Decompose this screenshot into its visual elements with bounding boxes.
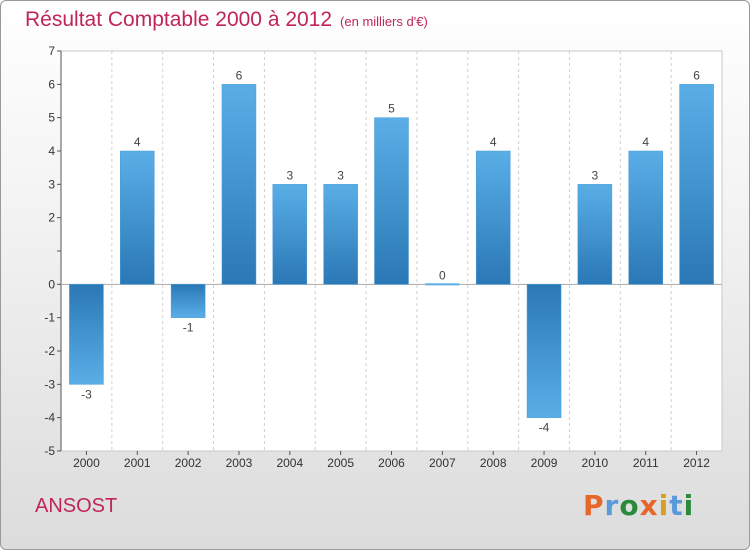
bar-value-label: 6 (236, 68, 243, 82)
x-tick-label: 2009 (531, 456, 558, 470)
chart-title: Résultat Comptable 2000 à 2012 (en millie… (25, 8, 428, 32)
logo-letter: o (619, 489, 640, 522)
y-tick-label: 7 (48, 44, 55, 58)
logo-letter: r (604, 489, 620, 522)
bar-value-label: 5 (388, 102, 395, 116)
bar (628, 150, 663, 285)
y-tick-label: -5 (44, 444, 55, 458)
bar-value-label: -3 (81, 387, 92, 401)
bar-value-label: 0 (439, 268, 446, 282)
y-tick-label: -1 (44, 311, 55, 325)
bar (425, 283, 460, 286)
bar (475, 150, 511, 285)
y-tick-label: 4 (48, 144, 55, 158)
bar-value-label: 6 (693, 68, 700, 82)
y-tick-label: 5 (48, 111, 55, 125)
logo-letter: t (669, 489, 684, 522)
bar (577, 184, 613, 285)
y-tick-label: -4 (44, 411, 55, 425)
x-tick-label: 2008 (480, 456, 507, 470)
bar (170, 284, 206, 318)
y-tick-label: -3 (44, 377, 55, 391)
bar-value-label: 3 (286, 168, 293, 182)
x-tick-label: 2000 (73, 456, 100, 470)
x-tick-label: 2003 (226, 456, 253, 470)
x-tick-label: 2001 (124, 456, 151, 470)
x-tick-label: 2012 (683, 456, 710, 470)
x-tick-label: 2006 (378, 456, 405, 470)
bar (323, 184, 358, 285)
bar (272, 184, 308, 285)
x-tick-label: 2002 (175, 456, 202, 470)
proxiti-logo: Proxiti (583, 489, 694, 522)
bar-value-label: 3 (337, 168, 344, 182)
logo-letter: x (639, 489, 659, 522)
bar-value-label: 4 (490, 135, 497, 149)
bar (120, 150, 155, 285)
bar (526, 284, 562, 418)
y-tick-label: -2 (44, 344, 55, 358)
y-tick-label: 6 (48, 77, 55, 91)
bar-value-label: 4 (134, 135, 141, 149)
y-tick-label: 2 (48, 211, 55, 225)
commune-name: ANSOST (35, 495, 118, 517)
chart-unit: (en milliers d'€) (340, 14, 428, 29)
bar (374, 117, 409, 285)
y-tick-label: 3 (48, 177, 55, 191)
logo-letter: P (583, 489, 605, 522)
bar-value-label: 3 (592, 168, 599, 182)
logo-letter: i (683, 489, 695, 522)
bar-value-label: -4 (539, 421, 550, 435)
y-tick-label: 0 (48, 277, 55, 291)
x-tick-label: 2004 (276, 456, 303, 470)
bar (679, 84, 714, 285)
x-tick-label: 2011 (633, 456, 659, 470)
logo-letter: i (658, 489, 670, 522)
chart-title-text: Résultat Comptable 2000 à 2012 (25, 8, 333, 31)
bar (221, 84, 257, 285)
x-tick-label: 2007 (429, 456, 456, 470)
x-tick-label: 2010 (582, 456, 609, 470)
bar (69, 284, 104, 385)
x-tick-label: 2005 (327, 456, 354, 470)
bar-value-label: -1 (183, 321, 194, 335)
bar-value-label: 4 (642, 135, 649, 149)
